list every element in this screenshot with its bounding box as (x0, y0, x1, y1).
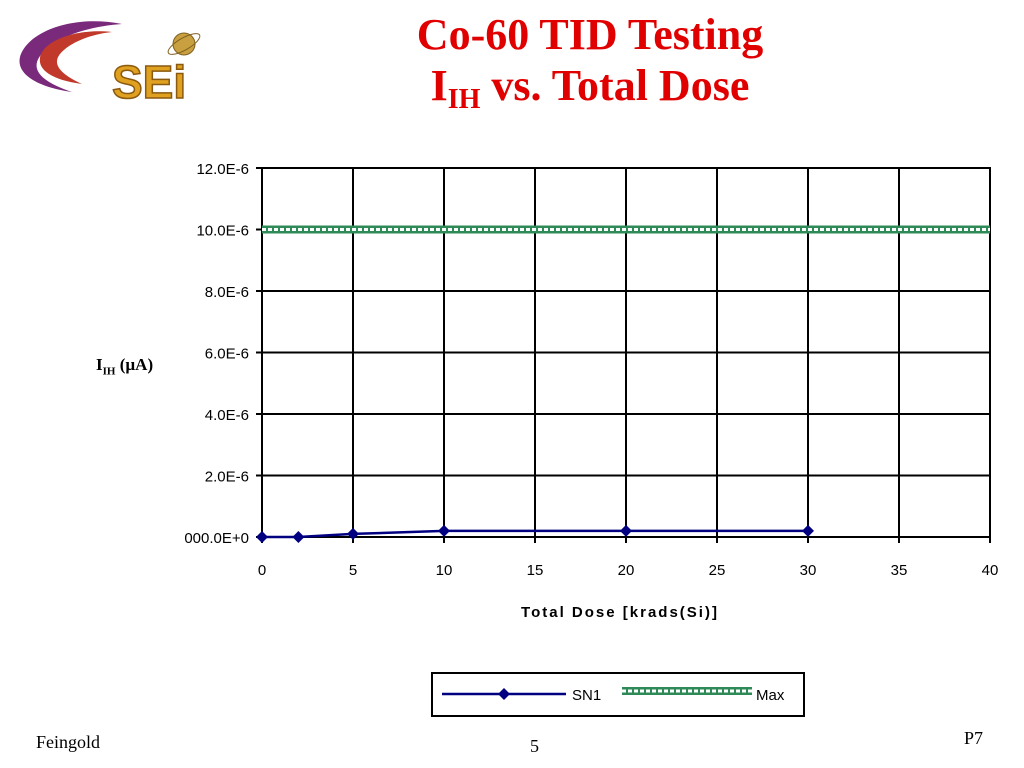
y-axis-title-rest: (µA) (115, 355, 154, 374)
series-sn1-point (292, 531, 305, 543)
footer-author: Feingold (36, 732, 101, 752)
x-tick-label: 5 (349, 562, 357, 579)
series-sn1-point (438, 524, 450, 537)
y-axis-title-main: I (96, 355, 103, 374)
x-tick-label: 10 (436, 562, 453, 579)
y-tick-label: 6.0E-6 (205, 346, 249, 363)
legend-sn1-label: SN1 (572, 687, 601, 704)
title-line-1: Co-60 TID Testing (416, 10, 764, 59)
y-tick-label: 8.0E-6 (205, 284, 249, 301)
title-sub: IH (447, 84, 481, 115)
x-tick-label: 30 (800, 562, 817, 579)
x-tick-label: 0 (258, 562, 266, 579)
series-sn1-point (620, 524, 632, 537)
series-sn1-point (256, 531, 268, 543)
y-tick-label: 10.0E-6 (196, 223, 249, 240)
x-axis-title: Total Dose [krads(Si)] (521, 604, 719, 621)
y-tick-label: 12.0E-6 (196, 161, 249, 178)
y-axis-title-sub: IH (102, 365, 116, 378)
logo-text: SEi (112, 56, 186, 108)
x-tick-label: 40 (982, 562, 999, 579)
footer-page-number: 5 (530, 736, 539, 756)
footer-page-code: P7 (964, 728, 984, 748)
sei-logo: SEi (19, 21, 201, 109)
x-tick-label: 35 (891, 562, 908, 579)
plot-border (261, 167, 991, 538)
title-line-2: IIH vs. Total Dose (330, 60, 850, 126)
series-sn1-point (802, 524, 814, 537)
y-tick-label: 2.0E-6 (205, 469, 249, 486)
legend-max-label: Max (756, 687, 785, 704)
y-tick-label: 4.0E-6 (205, 407, 249, 424)
x-tick-label: 20 (618, 562, 635, 579)
series-sn1-line (262, 529, 808, 539)
slide-title: Co-60 TID Testing IIH vs. Total Dose (330, 10, 850, 126)
y-axis-title: IIH (µA) (96, 355, 153, 377)
x-tick-label: 25 (709, 562, 726, 579)
legend-sn1-marker (498, 688, 510, 700)
title-rest: vs. Total Dose (480, 61, 750, 110)
title-i: I (430, 61, 448, 110)
series-sn1-point (347, 527, 359, 540)
x-tick-label: 15 (527, 562, 544, 579)
y-tick-label: 000.0E+0 (184, 530, 249, 547)
